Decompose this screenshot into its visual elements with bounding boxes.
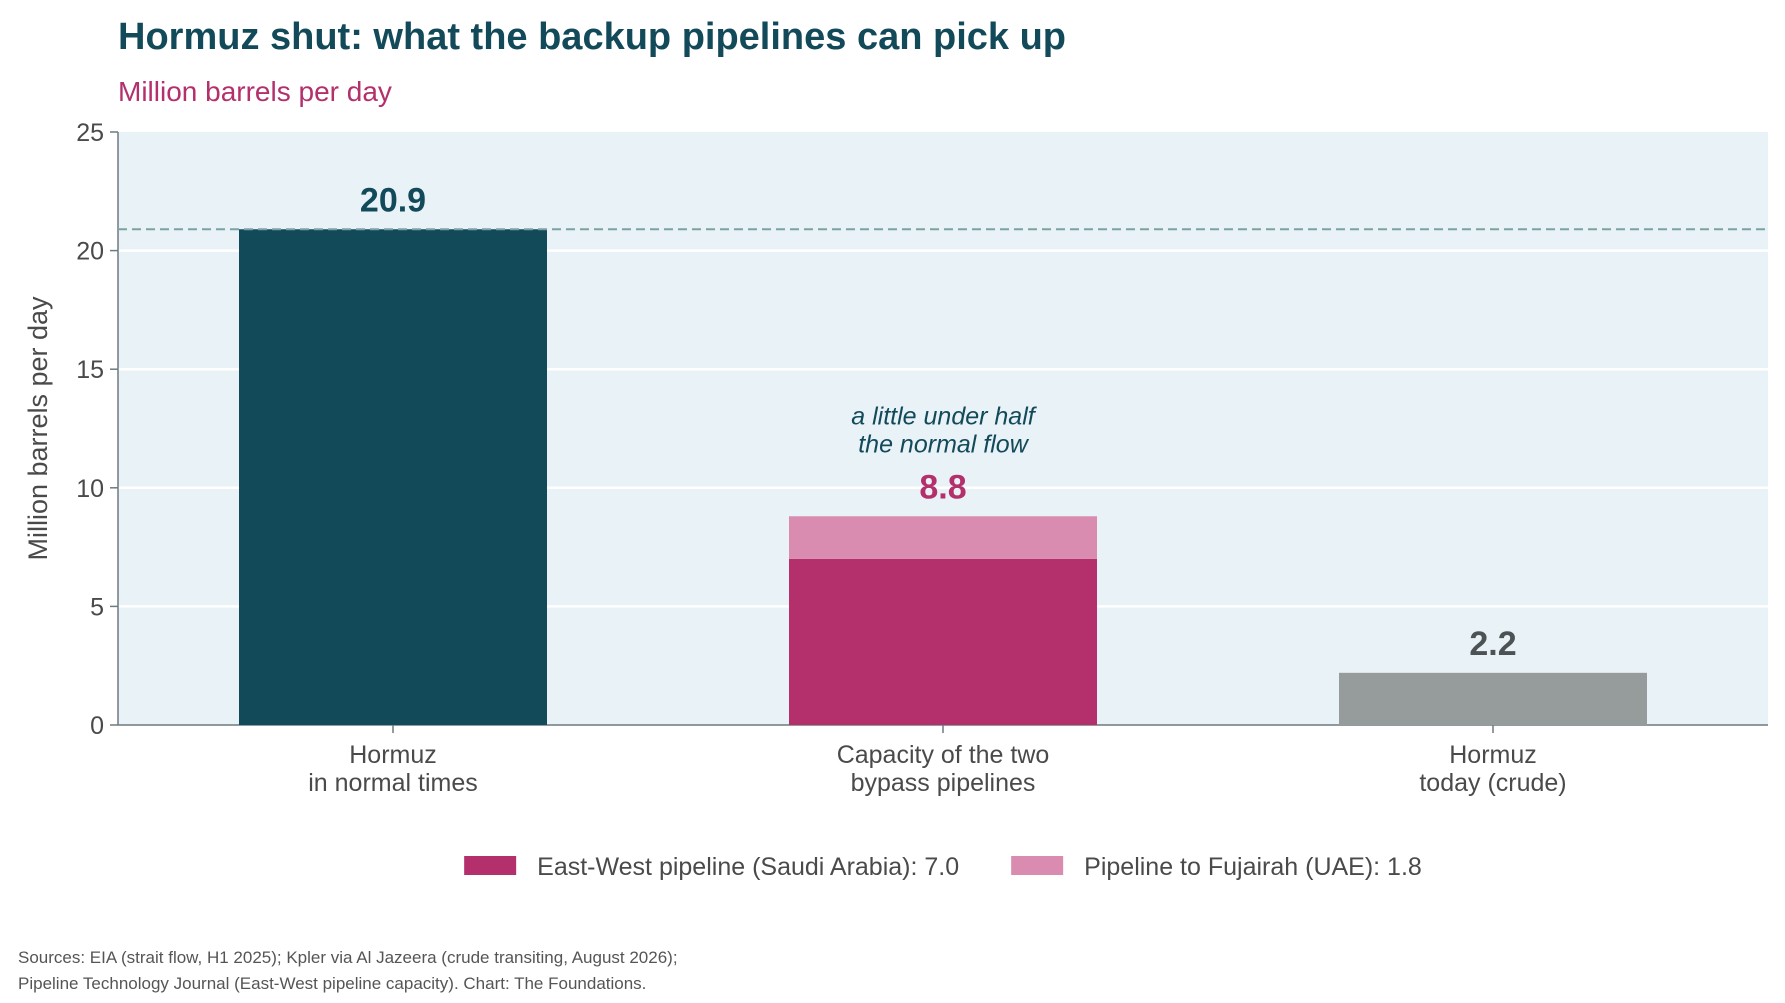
source-line: Pipeline Technology Journal (East-West p… <box>18 974 647 993</box>
bar-segment <box>789 558 1097 725</box>
y-tick-label: 0 <box>90 712 104 740</box>
bar-segment <box>1339 672 1647 725</box>
y-tick-label: 20 <box>76 238 104 266</box>
source-line: Sources: EIA (strait flow, H1 2025); Kpl… <box>18 948 678 967</box>
bar-value-label: 8.8 <box>919 468 966 506</box>
legend-swatch <box>1011 856 1064 875</box>
bar-segment <box>239 229 547 725</box>
chart-subtitle: Million barrels per day <box>118 76 392 107</box>
x-tick-label: Capacity of the two <box>837 741 1050 769</box>
legend-label: Pipeline to Fujairah (UAE): 1.8 <box>1084 853 1422 881</box>
legend-swatch <box>464 856 517 875</box>
x-tick-label: bypass pipelines <box>851 769 1036 797</box>
y-axis-label: Million barrels per day <box>23 296 53 561</box>
annotation-text: the normal flow <box>858 430 1029 458</box>
legend-label: East-West pipeline (Saudi Arabia): 7.0 <box>537 853 959 881</box>
x-tick-label: Hormuz <box>1449 741 1537 769</box>
y-tick-label: 25 <box>76 119 104 147</box>
bar-segment <box>789 516 1097 559</box>
x-tick-label: in normal times <box>308 769 478 797</box>
annotation-text: a little under half <box>851 402 1038 430</box>
bar-value-label: 2.2 <box>1469 625 1516 663</box>
y-tick-label: 15 <box>76 356 104 384</box>
x-tick-label: today (crude) <box>1419 769 1566 797</box>
x-tick-label: Hormuz <box>349 741 437 769</box>
source-note: Sources: EIA (strait flow, H1 2025); Kpl… <box>18 945 678 997</box>
bar-value-label: 20.9 <box>360 181 426 219</box>
chart-title: Hormuz shut: what the backup pipelines c… <box>118 16 1067 58</box>
y-tick-label: 5 <box>90 593 104 621</box>
y-tick-label: 10 <box>76 475 104 503</box>
